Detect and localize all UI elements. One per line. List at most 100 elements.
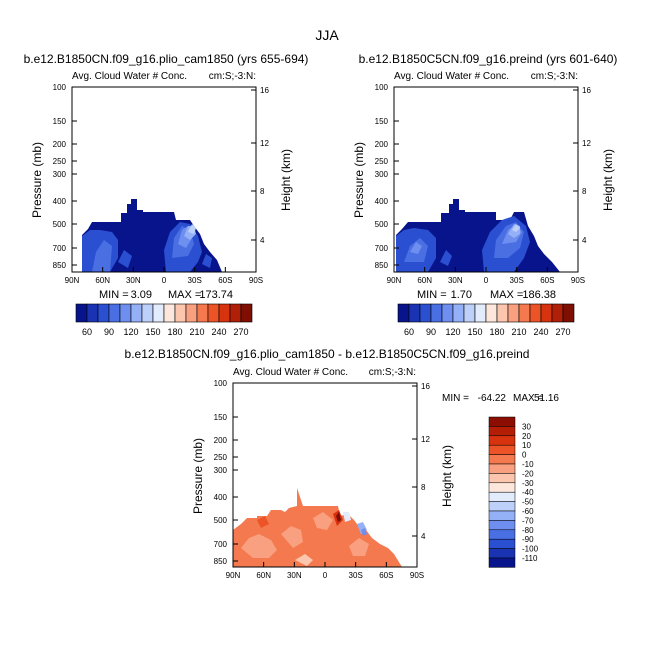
field-region <box>440 250 452 266</box>
colorbar-swatch <box>97 303 110 323</box>
colorbar-swatch <box>207 303 220 323</box>
colorbar-swatch <box>196 303 209 323</box>
panel-1-min-value: 3.09 <box>131 289 152 301</box>
panel-2-y-axis: 100 150 200 250 300 400 500 700 850 <box>375 83 399 270</box>
panel-3-field <box>233 488 402 567</box>
colorbar-label: 90 <box>426 327 436 337</box>
colorbar-label: 270 <box>233 327 248 337</box>
y-tick-label: 100 <box>53 83 67 92</box>
y-tick-label: 850 <box>214 557 228 566</box>
panel-2-x-axis: 90N 60N 30N 0 30S 60S 90S <box>387 267 585 285</box>
y-tick-label: 300 <box>214 466 228 475</box>
y-tick-label: 850 <box>53 261 67 270</box>
colorbar-swatch <box>229 303 242 323</box>
panel-3-x-axis: 90N 60N 30N 0 30S 60S 90S <box>226 562 424 580</box>
panel-1-colorbar: 60 90 120 150 180 210 240 270 <box>75 303 253 337</box>
y-tick-label: 300 <box>375 170 389 179</box>
panel-1-y-axis: 100 150 200 250 300 400 500 700 850 <box>53 83 77 270</box>
colorbar-swatch <box>452 303 465 323</box>
y-tick-label: 150 <box>214 413 228 422</box>
colorbar-label: -110 <box>522 554 538 563</box>
field-region <box>92 240 112 272</box>
colorbar-swatch <box>488 510 516 521</box>
y-tick-label: 100 <box>214 379 228 388</box>
colorbar-label: 120 <box>123 327 138 337</box>
colorbar-swatch <box>86 303 99 323</box>
colorbar-swatch <box>218 303 231 323</box>
x-tick-label: 60N <box>417 276 432 285</box>
panel-2-ylabel: Pressure (mb) <box>352 142 366 218</box>
panel-1-ylabel: Pressure (mb) <box>30 142 44 218</box>
x-tick-label: 0 <box>323 571 328 580</box>
y-right-tick-label: 12 <box>260 139 269 148</box>
panel-3-min-label: MIN = <box>442 393 469 404</box>
y-tick-label: 250 <box>53 157 67 166</box>
colorbar-swatch <box>397 303 410 323</box>
colorbar-swatch <box>463 303 476 323</box>
field-region <box>202 254 212 268</box>
colorbar-swatch <box>488 454 516 465</box>
field-region <box>281 526 303 548</box>
colorbar-swatch <box>562 303 575 323</box>
panel-3-min-value: -64.22 <box>478 393 507 404</box>
colorbar-label: -30 <box>522 479 534 488</box>
colorbar-swatch <box>488 501 516 512</box>
colorbar-swatch <box>540 303 553 323</box>
y-tick-label: 400 <box>375 197 389 206</box>
field-region <box>313 512 333 530</box>
colorbar-swatch <box>485 303 498 323</box>
panel-1: b.e12.B1850CN.f09_g16.plio_cam1850 (yrs … <box>24 52 309 337</box>
colorbar-label: 120 <box>445 327 460 337</box>
colorbar-swatch <box>488 426 516 437</box>
colorbar-swatch <box>152 303 165 323</box>
x-tick-label: 30N <box>126 276 141 285</box>
y-right-tick-label: 4 <box>421 532 426 541</box>
colorbar-swatch <box>174 303 187 323</box>
colorbar-swatch <box>488 529 516 540</box>
y-right-tick-label: 4 <box>260 236 265 245</box>
colorbar-label: 60 <box>82 327 92 337</box>
colorbar-swatch <box>185 303 198 323</box>
x-tick-label: 0 <box>484 276 489 285</box>
panel-1-y-axis-right: 16 12 8 4 <box>251 86 269 245</box>
colorbar-swatch <box>488 473 516 484</box>
colorbar-swatch <box>408 303 421 323</box>
colorbar-swatch <box>240 303 253 323</box>
x-tick-label: 90N <box>226 571 241 580</box>
x-tick-label: 30S <box>349 571 363 580</box>
colorbar-swatch <box>488 444 516 455</box>
panel-2-colorbar: 60 90 120 150 180 210 240 270 <box>397 303 575 337</box>
x-tick-label: 60S <box>540 276 554 285</box>
y-tick-label: 700 <box>214 540 228 549</box>
panel-3-colorbar: 3020100-10-20-30-40-50-60-70-80-90-100-1… <box>488 416 539 568</box>
season-title: JJA <box>315 27 339 43</box>
colorbar-swatch <box>474 303 487 323</box>
panel-3: b.e12.B1850CN.f09_g16.plio_cam1850 - b.e… <box>125 347 560 580</box>
colorbar-swatch <box>130 303 143 323</box>
y-tick-label: 400 <box>214 493 228 502</box>
colorbar-swatch <box>488 520 516 531</box>
panel-3-max-value: 51.16 <box>534 393 559 404</box>
y-right-tick-label: 8 <box>582 187 587 196</box>
colorbar-label: -80 <box>522 526 534 535</box>
colorbar-label: 150 <box>467 327 482 337</box>
y-tick-label: 250 <box>375 157 389 166</box>
y-right-tick-label: 16 <box>421 382 430 391</box>
x-tick-label: 90S <box>571 276 585 285</box>
y-right-tick-label: 12 <box>582 139 591 148</box>
x-tick-label: 90S <box>249 276 263 285</box>
field-region <box>512 224 520 232</box>
field-region <box>336 512 341 522</box>
x-tick-label: 90N <box>387 276 402 285</box>
panel-1-field <box>82 199 222 272</box>
field-region <box>188 224 196 234</box>
field-region <box>410 242 422 254</box>
panel-1-subtitle-right: cm:S;-3:N: <box>209 71 256 82</box>
x-tick-label: 30S <box>188 276 202 285</box>
colorbar-swatch <box>529 303 542 323</box>
x-tick-label: 30S <box>510 276 524 285</box>
field-region <box>361 528 367 536</box>
colorbar-swatch <box>488 416 516 427</box>
field-region <box>257 516 269 528</box>
